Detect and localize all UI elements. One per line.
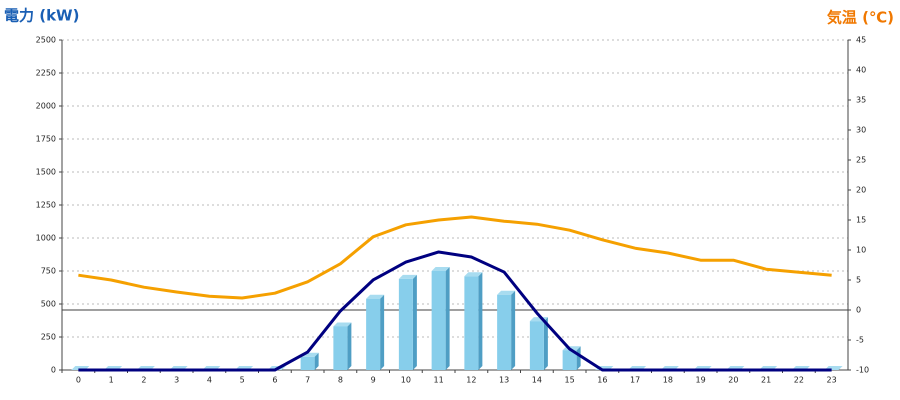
x-tick-label: 7 bbox=[305, 376, 310, 385]
x-tick-label: 16 bbox=[597, 376, 607, 385]
y2-tick-label: -5 bbox=[856, 336, 864, 345]
y-tick-label: 2000 bbox=[36, 102, 56, 111]
y2-tick-label: 35 bbox=[856, 96, 866, 105]
y-tick-label: 250 bbox=[41, 333, 56, 342]
y-tick-label: 500 bbox=[41, 300, 56, 309]
bar-face bbox=[333, 326, 348, 370]
bar bbox=[464, 272, 483, 370]
bar-face bbox=[497, 290, 516, 295]
y-tick-label: 1000 bbox=[36, 234, 56, 243]
y-tick-label: 0 bbox=[51, 366, 56, 375]
bar-face bbox=[511, 290, 516, 370]
bar-face bbox=[562, 350, 577, 370]
y-tick-label: 1750 bbox=[36, 135, 56, 144]
y2-tick-label: 40 bbox=[856, 66, 866, 75]
bar-face bbox=[412, 274, 417, 370]
x-tick-label: 20 bbox=[728, 376, 738, 385]
right-axis-title: 気温 (℃) bbox=[827, 9, 894, 27]
bar-face bbox=[445, 267, 450, 370]
x-tick-label: 8 bbox=[338, 376, 343, 385]
left-axis-title: 電力 (kW) bbox=[4, 7, 79, 25]
y2-tick-label: 15 bbox=[856, 216, 866, 225]
bar bbox=[398, 274, 417, 370]
bar-face bbox=[576, 346, 581, 370]
bar-face bbox=[497, 294, 512, 370]
bar-face bbox=[398, 274, 417, 279]
bar bbox=[333, 322, 352, 370]
bar-face bbox=[431, 271, 446, 370]
bar-face bbox=[464, 276, 479, 370]
x-tick-label: 4 bbox=[207, 376, 212, 385]
y2-tick-label: 25 bbox=[856, 156, 866, 165]
y2-tick-label: 45 bbox=[856, 36, 866, 45]
bar bbox=[431, 267, 450, 370]
bar-face bbox=[366, 294, 385, 299]
bar-face bbox=[366, 298, 381, 370]
y2-tick-label: 0 bbox=[856, 306, 861, 315]
y2-tick-label: 30 bbox=[856, 126, 866, 135]
x-tick-label: 5 bbox=[240, 376, 245, 385]
x-tick-label: 18 bbox=[663, 376, 673, 385]
x-tick-label: 6 bbox=[272, 376, 277, 385]
x-tick-label: 2 bbox=[141, 376, 146, 385]
y2-tick-label: 20 bbox=[856, 186, 866, 195]
bar-face bbox=[333, 322, 352, 327]
y-tick-label: 1250 bbox=[36, 201, 56, 210]
y-tick-label: 1500 bbox=[36, 168, 56, 177]
bar-face bbox=[314, 352, 319, 370]
bar-face bbox=[529, 321, 544, 370]
y-tick-label: 750 bbox=[41, 267, 56, 276]
bar-face bbox=[398, 278, 413, 370]
x-tick-label: 9 bbox=[371, 376, 376, 385]
y2-tick-label: 10 bbox=[856, 246, 866, 255]
x-tick-label: 21 bbox=[761, 376, 771, 385]
bar-face bbox=[300, 356, 315, 370]
bar-face bbox=[543, 317, 548, 370]
x-tick-label: 13 bbox=[499, 376, 509, 385]
x-tick-label: 14 bbox=[532, 376, 542, 385]
x-tick-label: 10 bbox=[401, 376, 411, 385]
y-tick-label: 2500 bbox=[36, 36, 56, 45]
bar-face bbox=[431, 267, 450, 271]
bar bbox=[366, 294, 385, 370]
x-tick-label: 17 bbox=[630, 376, 640, 385]
y2-tick-label: 5 bbox=[856, 276, 861, 285]
bar-face bbox=[464, 272, 483, 277]
x-tick-label: 1 bbox=[109, 376, 114, 385]
x-tick-label: 11 bbox=[434, 376, 444, 385]
bar-face bbox=[478, 272, 483, 370]
bar-face bbox=[347, 322, 352, 370]
bar bbox=[529, 317, 548, 370]
line-series bbox=[78, 250, 832, 372]
x-tick-label: 12 bbox=[466, 376, 476, 385]
x-tick-label: 15 bbox=[565, 376, 575, 385]
x-tick-label: 3 bbox=[174, 376, 179, 385]
x-tick-label: 19 bbox=[696, 376, 706, 385]
line-series bbox=[78, 215, 832, 300]
x-tick-label: 23 bbox=[827, 376, 837, 385]
y-tick-label: 2250 bbox=[36, 69, 56, 78]
bar bbox=[497, 290, 516, 370]
y2-tick-label: -10 bbox=[856, 366, 869, 375]
x-tick-label: 0 bbox=[76, 376, 81, 385]
x-tick-label: 22 bbox=[794, 376, 804, 385]
bar-face bbox=[380, 294, 385, 370]
